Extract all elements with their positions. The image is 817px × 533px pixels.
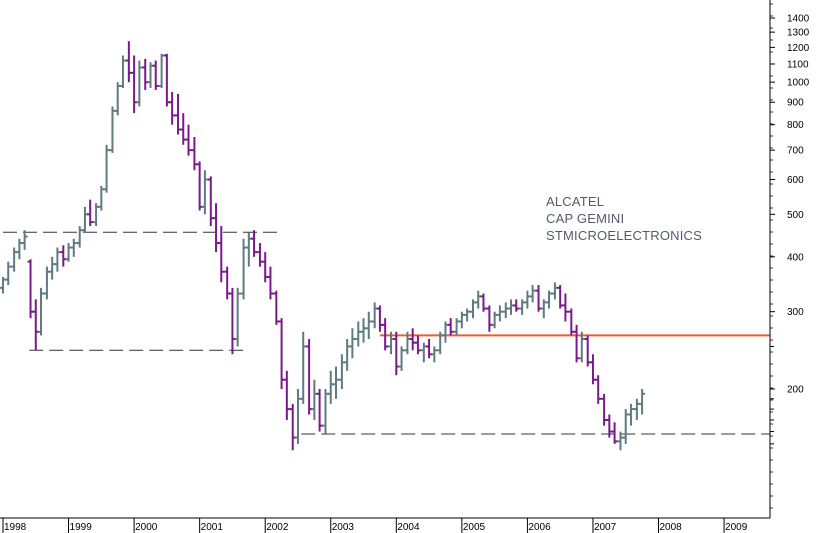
y-tick-label: 500 [787,210,804,221]
x-tick-label: 2001 [201,522,224,533]
ohlc-bar [349,328,356,359]
ohlc-bar [218,226,225,283]
x-axis-ticks: 1998 1999 2000 2001 2002 2003 2004 2005 2006 2007… [2,518,748,533]
y-tick-label: 300 [787,307,804,318]
ohlc-bar [136,60,143,107]
ohlc-bar [283,370,290,420]
ohlc-bar [595,375,602,404]
y-tick-label: 1000 [787,78,810,89]
ohlc-bar [152,60,159,90]
y-tick-label: 1300 [787,28,810,39]
ohlc-bar [513,299,520,312]
y-tick-label: 1400 [787,14,810,25]
x-tick-label: 2003 [332,522,355,533]
ohlc-bar [54,247,61,272]
ohlc-bar [639,389,646,415]
ohlc-bar [201,170,208,215]
legend-item-alcatel: ALCATEL [546,194,605,209]
ohlc-bar [185,124,192,156]
ohlc-bar [234,287,241,347]
ohlc-bar [546,290,553,309]
ohlc-bar [5,261,12,286]
y-tick-label: 200 [787,385,804,396]
ohlc-bar [169,91,176,125]
ohlc-bar [529,285,536,303]
ohlc-bar [398,346,405,371]
plot-background [0,0,770,518]
x-tick-label: 2000 [135,522,158,533]
legend-item-cap-gemini: CAP GEMINI [546,211,625,226]
ohlc-bar [70,238,77,257]
y-tick-label: 1200 [787,43,810,54]
ohlc-bar [21,230,28,250]
ohlc-bar [38,287,45,336]
y-tick-label: 900 [787,98,804,109]
y-tick-label: 800 [787,120,804,131]
ohlc-bar [464,308,471,322]
x-tick-label: 2005 [463,522,486,533]
x-tick-label: 2007 [594,522,617,533]
ohlc-bar [480,293,487,312]
x-tick-label: 2002 [266,522,289,533]
ohlc-bar [119,55,126,88]
x-tick-label: 1998 [4,522,27,533]
ohlc-bar [578,331,585,363]
ohlc-bar [627,403,634,426]
ohlc-bar [365,311,372,339]
x-tick-label: 2004 [397,522,420,533]
ohlc-bar [87,199,94,227]
ohlc-bar [267,266,274,300]
ohlc-bar [562,293,569,322]
ohlc-bar [496,305,503,322]
ohlc-bar [316,389,323,432]
ohlc-bar [103,144,110,193]
ohlc-bar [431,346,438,363]
price-bars [0,41,646,451]
x-tick-label: 2006 [528,522,551,533]
ohlc-bar [382,318,389,351]
y-tick-label: 700 [787,146,804,157]
ohlc-bar [251,230,258,257]
legend-item-stmicroelectronics: STMICROELECTRONICS [546,228,703,243]
y-tick-label: 1100 [787,59,809,70]
ohlc-bar [414,335,421,355]
y-tick-label: 400 [787,252,804,263]
x-tick-label: 1999 [70,522,93,533]
ohlc-bar [611,422,618,444]
y-axis-ticks: 200 300 400 500 600 700 800 900 1000 1100 1200 1300… [770,3,810,509]
ohlc-bar [332,366,339,399]
x-tick-label: 2008 [660,522,683,533]
ohlc-bar [300,331,307,404]
x-tick-label: 2009 [725,522,748,533]
chart-legend: ALCATEL CAP GEMINI STMICROELECTRONICS [546,193,702,244]
y-tick-label: 600 [787,175,804,186]
ohlc-bar [447,318,454,336]
